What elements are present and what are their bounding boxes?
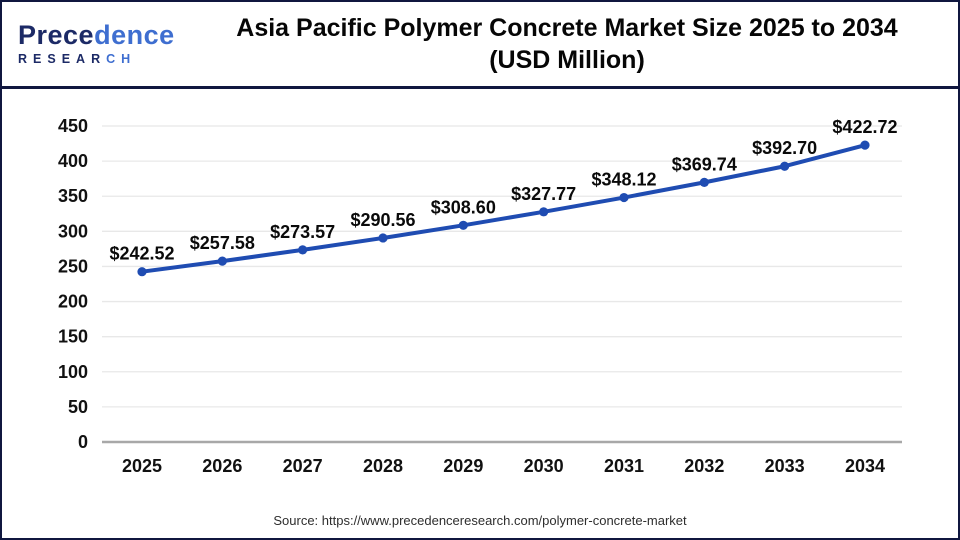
data-point-marker (458, 220, 468, 230)
chart-title-line1: Asia Pacific Polymer Concrete Market Siz… (236, 13, 898, 42)
x-tick-label: 2030 (524, 456, 564, 476)
data-point-marker (539, 207, 549, 217)
chart-title-line2: (USD Million) (489, 46, 645, 74)
y-tick-label: 450 (58, 116, 88, 136)
data-point-marker (860, 140, 870, 150)
data-point-label: $242.52 (109, 244, 174, 264)
brand-name-light: dence (94, 20, 175, 51)
data-point-label: $257.58 (190, 233, 255, 253)
source-note: Source: https://www.precedenceresearch.c… (273, 513, 687, 528)
y-tick-label: 150 (58, 327, 88, 347)
line-chart: 0 50 100 150 200 250 300 350 400 450 2025 2026 2027 2… (58, 116, 902, 476)
data-point-label: $290.56 (350, 210, 415, 230)
y-tick-label: 0 (78, 432, 88, 452)
data-point-marker (298, 245, 308, 255)
data-point-label: $422.72 (832, 117, 897, 137)
x-tick-label: 2025 (122, 456, 162, 476)
data-point-label: $308.60 (431, 197, 496, 217)
y-tick-label: 50 (68, 397, 88, 417)
data-point-label: $369.74 (672, 154, 737, 174)
y-tick-label: 250 (58, 256, 88, 276)
x-tick-label: 2026 (202, 456, 242, 476)
data-point-label: $327.77 (511, 184, 576, 204)
y-tick-label: 350 (58, 186, 88, 206)
brand-subname-dark: RESEAR (18, 52, 107, 67)
y-tick-label: 100 (58, 362, 88, 382)
x-tick-label: 2031 (604, 456, 644, 476)
brand-name-dark: Prece (18, 20, 95, 51)
x-tick-label: 2034 (845, 456, 885, 476)
x-tick-label: 2029 (443, 456, 483, 476)
data-point-label: $392.70 (752, 138, 817, 158)
y-tick-label: 400 (58, 151, 88, 171)
brand-name: Precedence (18, 22, 186, 49)
data-point-marker (780, 161, 790, 171)
x-tick-label: 2032 (684, 456, 724, 476)
data-point-marker (217, 256, 227, 266)
data-point-label: $348.12 (591, 170, 656, 190)
data-point-marker (378, 233, 388, 243)
data-point-marker (619, 192, 629, 203)
brand-subname: RESEARCH (18, 53, 186, 66)
brand-subname-light: CH (106, 52, 137, 67)
header: Precedence RESEARCH Asia Pacific Polymer… (2, 2, 958, 89)
chart-title: Asia Pacific Polymer Concrete Market Siz… (186, 12, 948, 77)
x-tick-label: 2027 (283, 456, 323, 476)
y-tick-label: 300 (58, 221, 88, 241)
data-point-marker (137, 267, 147, 277)
chart-area: 0 50 100 150 200 250 300 350 400 450 2025 2026 2027 2… (2, 89, 958, 489)
x-tick-label: 2028 (363, 456, 403, 476)
data-point-marker (699, 177, 709, 187)
series-line (140, 143, 867, 274)
y-tick-label: 200 (58, 292, 88, 312)
x-tick-label: 2033 (765, 456, 805, 476)
data-point-label: $273.57 (270, 222, 335, 242)
brand-logo: Precedence RESEARCH (18, 22, 186, 66)
